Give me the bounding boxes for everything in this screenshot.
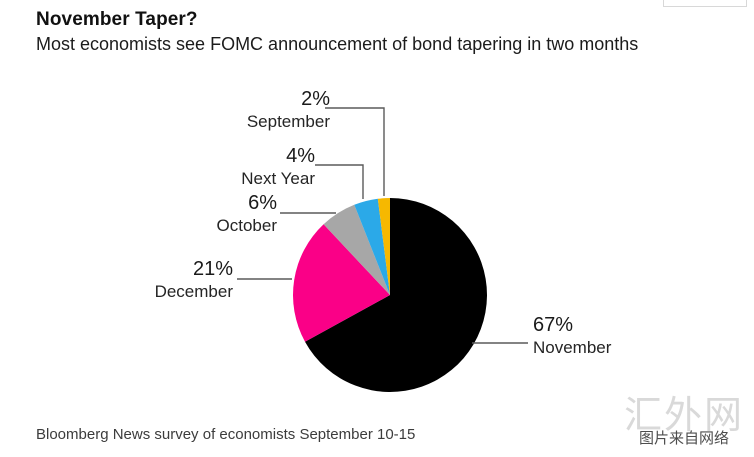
pie-slice-next-year: [354, 198, 390, 295]
slice-name-november: November: [533, 338, 612, 357]
slice-pct-october: 6%: [248, 192, 277, 214]
slice-name-october: October: [216, 216, 277, 235]
slice-label-next-year: 4% Next Year: [165, 145, 315, 189]
slice-pct-december: 21%: [192, 258, 233, 280]
slice-name-next-year: Next Year: [241, 169, 315, 188]
slice-pct-september: 2%: [301, 88, 330, 110]
slice-label-november: 67% November: [533, 314, 611, 358]
slice-pct-next-year: 4%: [286, 145, 315, 167]
slice-label-october: 6% October: [127, 192, 277, 236]
chart-subtitle: Most economists see FOMC announcement of…: [36, 34, 639, 54]
slice-name-december: December: [154, 282, 233, 301]
leader-line-next-year: [315, 164, 364, 199]
leader-line-september: [325, 107, 385, 196]
slice-label-september: 2% September: [180, 88, 330, 132]
watermark-site-text: 汇外网: [624, 395, 745, 437]
slice-pct-november: 67%: [533, 314, 574, 336]
pie-slice-september: [377, 198, 390, 295]
cropped-ui-fragment: [663, 0, 747, 7]
source-note: Bloomberg News survey of economists Sept…: [36, 426, 416, 443]
pie-slice-november: [305, 198, 488, 392]
watermark-caption-text: 图片来自网络: [639, 430, 730, 447]
slice-label-december: 21% December: [83, 258, 233, 302]
pie-slice-december: [293, 224, 390, 342]
pie-slice-october: [323, 204, 390, 295]
slice-name-september: September: [246, 112, 330, 131]
chart-title: November Taper?: [36, 9, 198, 30]
